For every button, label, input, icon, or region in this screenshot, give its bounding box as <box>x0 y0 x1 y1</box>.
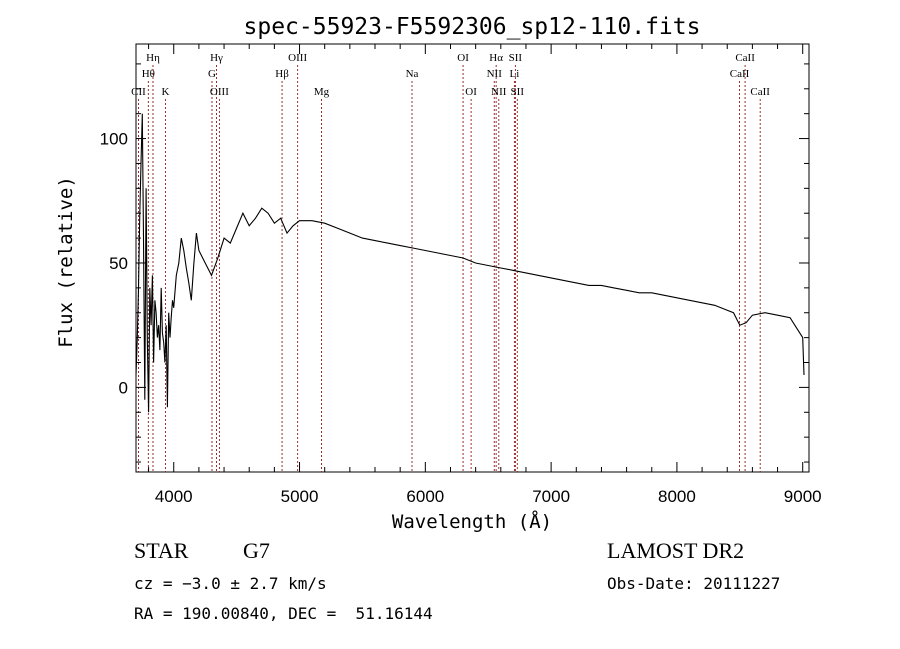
x-tick-label: 6000 <box>406 487 444 506</box>
line-markers: CII Hθ Hη K Hγ G OIII Hβ OIII Mg Na OI OI Hα NII NII SII… <box>131 52 770 472</box>
y-tick-label: 100 <box>100 130 128 149</box>
y-axis-label: Flux (relative) <box>55 176 77 348</box>
x-tick-label: 4000 <box>155 487 193 506</box>
redshift-line: cz = −3.0 ± 2.7 km/s <box>134 574 327 593</box>
survey-name: LAMOST DR2 <box>607 538 744 563</box>
line-marker-label: Hβ <box>275 68 289 80</box>
line-marker-label: OI <box>457 52 469 64</box>
x-tick-label: 5000 <box>281 487 319 506</box>
line-marker-label: CaII <box>735 52 755 64</box>
line-marker-label: Hη <box>146 52 160 64</box>
line-marker-label: SII <box>511 86 525 98</box>
line-marker-label: Mg <box>314 86 330 98</box>
line-marker-label: NII <box>491 86 507 98</box>
axis-ticks: 4000 5000 6000 7000 8000 9000 0 50 100 <box>100 44 822 506</box>
y-tick-label: 0 <box>119 378 128 397</box>
obs-date: Obs-Date: 20111227 <box>607 574 780 593</box>
x-axis-label: Wavelength (Å) <box>392 510 552 533</box>
line-marker-label: CII <box>131 86 146 98</box>
line-marker-label: CaII <box>730 68 750 80</box>
line-marker-label: Hγ <box>210 52 223 64</box>
chart-title: spec-55923-F5592306_sp12-110.fits <box>244 14 701 40</box>
object-class: STAR <box>134 538 189 563</box>
line-marker-label: Li <box>509 68 519 80</box>
line-marker-label: NII <box>487 68 503 80</box>
line-marker-label: CaII <box>750 86 770 98</box>
line-marker-label: OIII <box>288 52 307 64</box>
line-marker-label: SII <box>509 52 523 64</box>
plot-frame <box>135 43 810 473</box>
x-tick-label: 7000 <box>532 487 570 506</box>
object-subclass: G7 <box>243 538 270 563</box>
x-tick-label: 9000 <box>784 487 822 506</box>
line-marker-label: OI <box>465 86 477 98</box>
coords-line: RA = 190.00840, DEC = 51.16144 <box>134 604 433 623</box>
line-marker-label: Hα <box>489 52 503 64</box>
line-marker-label: K <box>161 86 169 98</box>
line-marker-label: OIII <box>210 86 229 98</box>
spectrum-line <box>135 113 805 413</box>
line-marker-label: Hθ <box>142 68 155 80</box>
line-marker-label: Na <box>406 68 419 80</box>
x-tick-label: 8000 <box>658 487 696 506</box>
y-tick-label: 50 <box>109 254 128 273</box>
line-marker-label: G <box>208 68 216 80</box>
